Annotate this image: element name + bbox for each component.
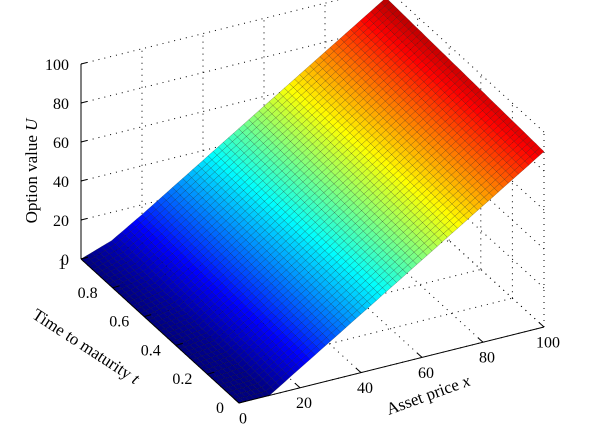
y-tick-mark xyxy=(238,400,247,404)
z-tick-label: 40 xyxy=(53,174,69,191)
option-value-surface xyxy=(80,0,545,404)
y-tick-label: 1 xyxy=(58,256,66,273)
x-tick-label: 0 xyxy=(239,410,247,427)
x-tick-label: 20 xyxy=(296,395,312,412)
y-tick-mark xyxy=(207,371,215,375)
x-tick-label: 40 xyxy=(357,380,373,397)
x-tick-mark xyxy=(294,382,301,389)
x-tick-label: 60 xyxy=(418,365,434,382)
z-tick-mark xyxy=(80,257,88,260)
x-tick-label: 80 xyxy=(479,350,495,367)
x-tick-mark xyxy=(416,352,423,358)
x-tick-mark xyxy=(538,322,545,328)
x-tick-label: 100 xyxy=(536,334,560,351)
y-tick-label: 0.8 xyxy=(78,285,98,302)
z-tick-mark xyxy=(80,218,88,221)
y-tick-label: 0.2 xyxy=(172,371,192,388)
z-tick-mark xyxy=(80,62,88,65)
x-tick-mark xyxy=(233,398,240,404)
z-tick-label: 0 xyxy=(61,252,69,269)
z-tick-label: 100 xyxy=(45,57,69,74)
y-tick-label: 0 xyxy=(216,400,224,417)
surface-cell xyxy=(534,147,545,157)
z-tick-label: 80 xyxy=(53,96,69,113)
y-axis-line xyxy=(80,258,240,404)
z-tick-label: 60 xyxy=(53,135,69,152)
x-axis-line xyxy=(238,326,545,404)
z-tick-mark xyxy=(80,140,88,143)
z-tick-label: 20 xyxy=(53,213,69,230)
y-tick-mark xyxy=(112,285,120,289)
y-tick-mark xyxy=(144,314,152,318)
y-tick-mark xyxy=(175,342,183,346)
z-axis-label: Option value U xyxy=(22,117,41,224)
y-tick-label: 0.6 xyxy=(109,314,129,331)
z-tick-mark xyxy=(80,179,88,182)
x-tick-mark xyxy=(477,337,484,343)
y-tick-label: 0.4 xyxy=(141,342,161,359)
x-tick-mark xyxy=(355,367,362,373)
axes xyxy=(80,62,545,404)
z-tick-mark xyxy=(80,101,88,104)
